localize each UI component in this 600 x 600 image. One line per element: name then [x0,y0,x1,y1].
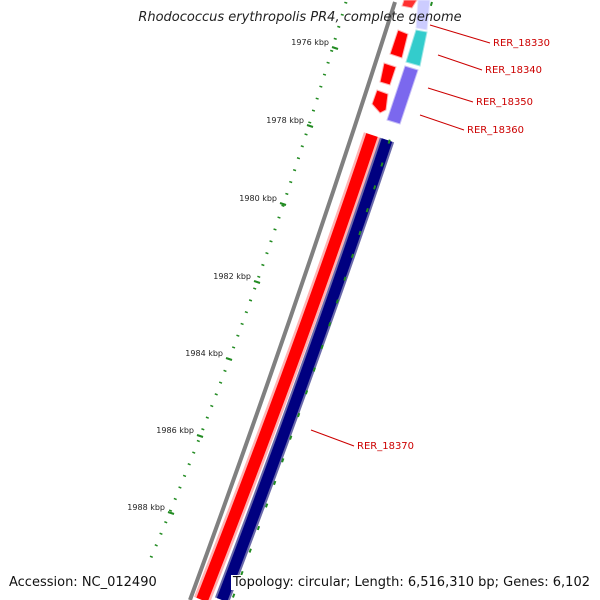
gene-18360-block[interactable] [386,65,419,125]
gene-callout-line [310,429,355,447]
tick-mark [306,124,314,128]
gene-callout-line [427,87,474,103]
tick-mark [279,202,287,206]
backbone-circle [188,1,397,600]
tick-layer: 1976 kbp 1978 kbp 1980 kbp 1982 kbp 1984 kbp… [127,38,339,515]
accession-text: Accession: NC_012490 [9,575,159,590]
tick-label: 1976 kbp [291,38,329,47]
gene-callout-line [437,54,483,71]
gene-label[interactable]: RER_18360 [467,125,524,136]
label-layer: RER_18330 RER_18340 RER_18350 RER_18360 RER_… [310,24,550,452]
tick-label: 1984 kbp [185,349,223,358]
gene-forward-arrow-2[interactable] [379,62,397,86]
gene-callout-line [429,24,491,44]
tick-label: 1978 kbp [266,116,304,125]
gene-label[interactable]: RER_18340 [485,65,542,76]
tick-mark [196,434,204,438]
forward-strand-track [194,132,381,600]
gene-forward-arrow-3[interactable] [371,89,389,114]
gene-18350-block[interactable] [405,29,428,67]
gene-callout-line [419,114,465,131]
gene-18340-block[interactable] [415,0,431,31]
tick-mark [253,280,261,284]
tick-label: 1982 kbp [213,272,251,281]
reverse-track-fill [216,138,393,600]
gene-label[interactable]: RER_18350 [476,97,533,108]
gene-label[interactable]: RER_18330 [493,38,550,49]
gene-label[interactable]: RER_18370 [357,441,414,452]
tick-label: 1986 kbp [156,426,194,435]
gene-18330-block[interactable] [401,0,418,9]
genome-title: Rhodococcus erythropolis PR4, complete g… [138,10,462,25]
topology-info: Topology: circular; Length: 6,516,310 bp… [230,575,590,590]
reverse-strand-track [214,137,395,600]
tick-label: 1980 kbp [239,194,277,203]
gene-forward-arrow-1[interactable] [389,29,409,59]
tick-mark [167,511,175,515]
tick-mark [225,357,233,361]
tick-label: 1988 kbp [127,503,165,512]
forward-track-fill [196,133,378,600]
tick-mark [331,46,339,50]
gene-blocks [371,0,431,125]
